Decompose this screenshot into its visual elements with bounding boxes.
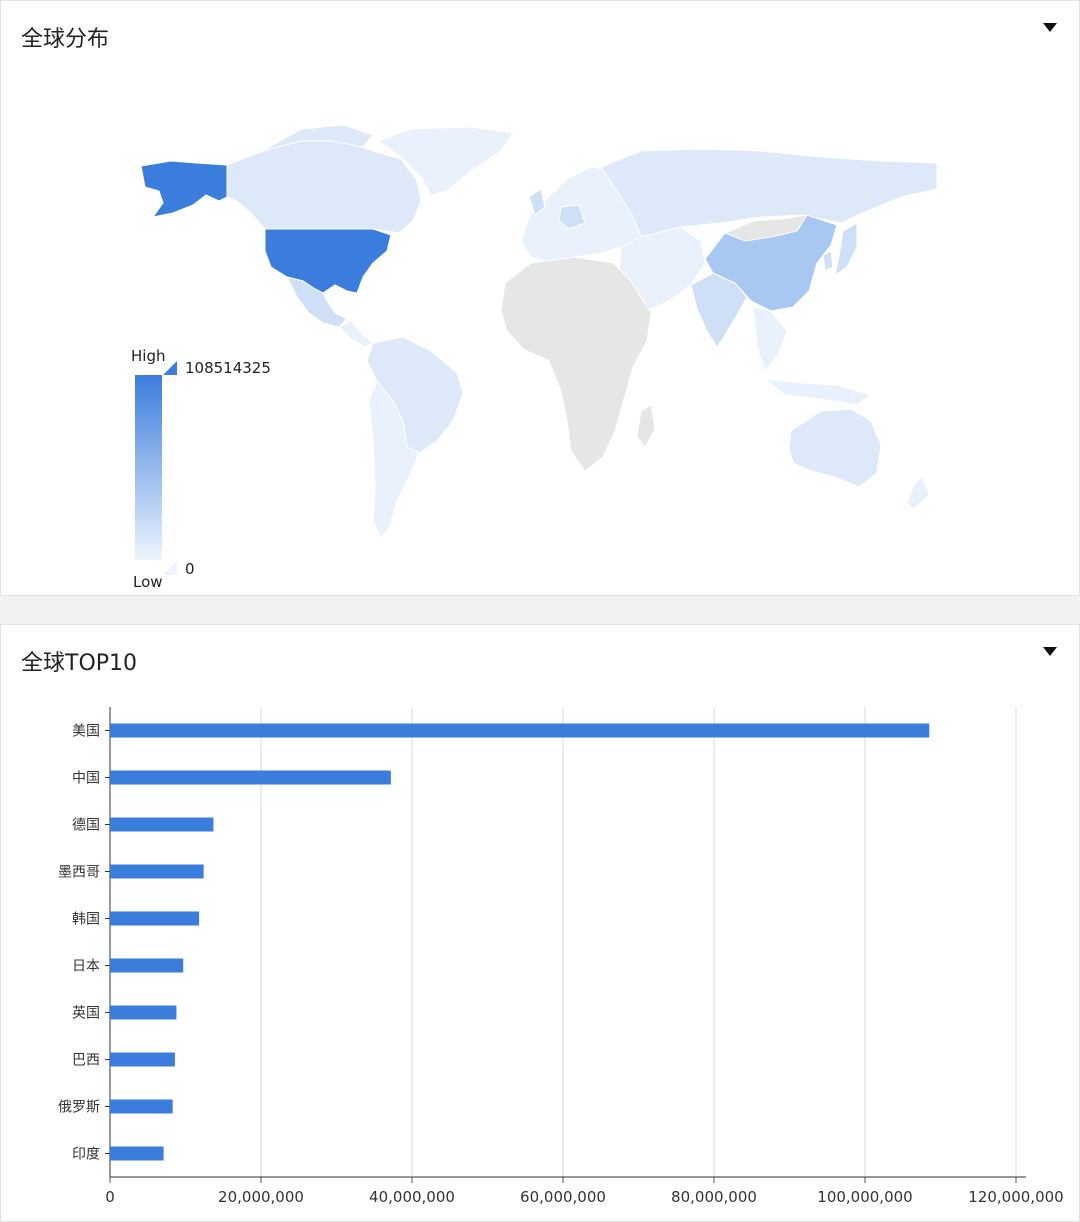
region-southeast-asia [752,306,788,373]
legend-min-value: 0 [185,560,195,578]
legend-gradient-bar [135,375,162,560]
top10-panel-toggle[interactable] [1031,637,1069,667]
region-central-america [338,320,374,348]
region-mongolia [723,214,809,242]
region-south-america-south [368,380,420,538]
bar[interactable] [110,911,200,926]
bar[interactable] [110,1005,177,1020]
region-japan[interactable] [834,222,858,277]
bar[interactable] [110,1052,175,1067]
map-legend: High 108514325 0 Low [131,347,271,591]
y-tick-label: 德国 [72,818,100,834]
x-tick-label: 100,000,000 [817,1188,912,1206]
x-tick-label: 0 [105,1188,115,1206]
legend-high-handle[interactable] [163,361,177,375]
map-panel-title: 全球分布 [21,27,110,52]
legend-low-handle[interactable] [163,561,177,575]
map-panel: 全球分布 [0,0,1080,596]
region-australia[interactable] [788,408,882,488]
region-new-zealand [906,476,930,510]
region-alaska[interactable] [140,160,228,218]
region-canada[interactable] [226,138,422,234]
top10-bar-chart: 0 20,000,000 40,000,000 60,000,000 80,000,00… [58,707,1064,1206]
top10-panel: 全球TOP10 0 20,000,000 40,000,000 60,000,000 8… [0,624,1080,1222]
bar[interactable] [110,1146,164,1161]
y-tick-label: 日本 [72,959,100,975]
region-greenland[interactable] [377,126,514,196]
region-indonesia [763,378,873,406]
y-tick-label: 美国 [72,724,100,740]
region-usa[interactable] [264,228,392,294]
y-tick-label: 印度 [72,1147,100,1163]
map-panel-toggle[interactable] [1031,13,1069,43]
caret-down-icon[interactable] [1043,647,1057,656]
y-tick-label: 韩国 [72,912,100,928]
y-tick-label: 巴西 [72,1053,100,1069]
bar[interactable] [110,864,204,879]
map-countries [140,124,938,538]
y-tick-label: 墨西哥 [58,865,100,881]
region-madagascar [636,404,656,448]
caret-down-icon[interactable] [1043,23,1057,32]
x-tick-label: 60,000,000 [520,1188,606,1206]
bar[interactable] [110,723,930,738]
bar[interactable] [110,1099,173,1114]
x-tick-label: 20,000,000 [218,1188,304,1206]
bar[interactable] [110,770,391,785]
bar[interactable] [110,817,214,832]
y-tick-label: 英国 [72,1005,100,1022]
region-korea[interactable] [822,250,834,272]
region-canada-arctic [262,124,374,152]
region-africa [500,256,652,472]
top10-panel-title: 全球TOP10 [21,651,138,676]
y-tick-label: 俄罗斯 [58,1100,100,1116]
legend-max-value: 108514325 [185,359,271,377]
y-tick-label: 中国 [72,771,100,787]
legend-low-label: Low [133,573,163,591]
x-tick-label: 120,000,000 [968,1188,1063,1206]
world-map: High 108514325 0 Low [131,124,938,591]
x-tick-label: 80,000,000 [671,1188,757,1206]
bar[interactable] [110,958,184,973]
region-mexico[interactable] [286,276,348,328]
region-germany[interactable] [558,204,586,230]
legend-high-label: High [131,347,165,365]
x-tick-label: 40,000,000 [369,1188,455,1206]
region-uk[interactable] [528,188,546,216]
